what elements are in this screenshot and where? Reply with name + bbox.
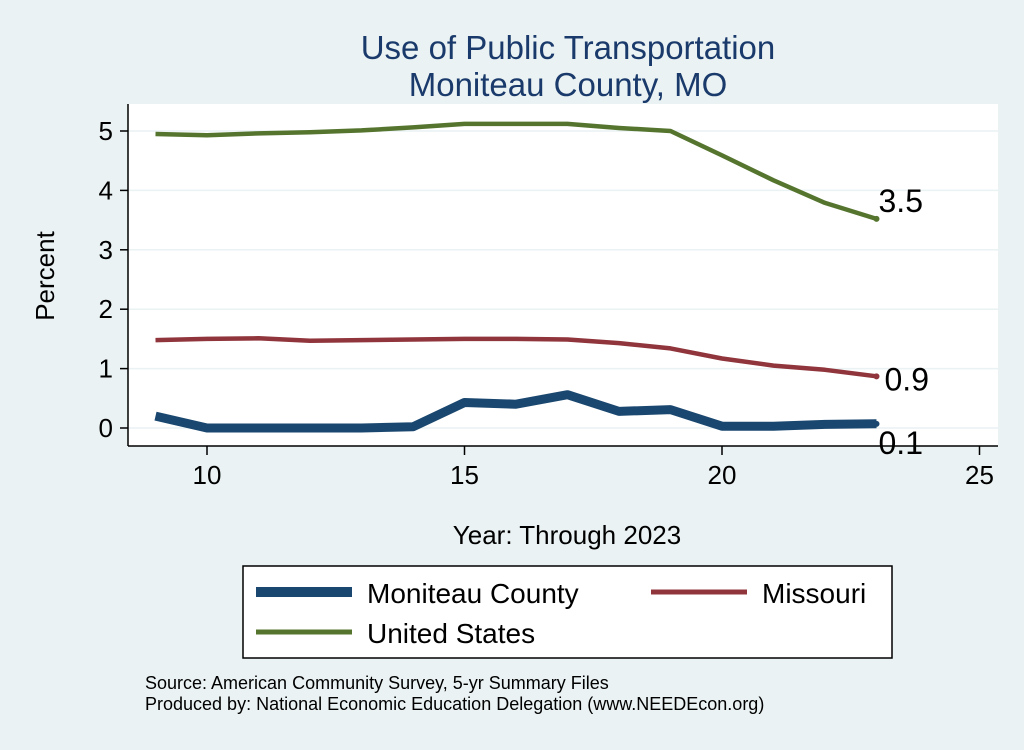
- series-line-missouri: [155, 336, 877, 379]
- legend-box: [242, 565, 893, 659]
- end-labels: 0.1 0.9 3.5: [879, 183, 929, 461]
- x-axis: 10 15 20 25: [128, 445, 998, 490]
- y-axis: 0 1 2 3 4 5: [99, 104, 129, 446]
- source-note: Source: American Community Survey, 5-yr …: [145, 673, 609, 693]
- y-tick-label-3: 3: [99, 235, 113, 265]
- series-line-united-states: [155, 121, 878, 222]
- y-tick-label-5: 5: [99, 116, 113, 146]
- x-tick-label-25: 25: [965, 460, 994, 490]
- series-end-point-missouri: [873, 373, 880, 380]
- series-line-moniteau-county: [154, 390, 877, 433]
- chart-subtitle: Moniteau County, MO: [409, 66, 728, 103]
- legend-label-united-states: United States: [367, 618, 535, 649]
- x-axis-label: Year: Through 2023: [453, 520, 681, 550]
- legend-label-moniteau-county: Moniteau County: [367, 578, 579, 609]
- end-label-united-states: 3.5: [879, 183, 923, 219]
- legend: Moniteau County Missouri United States: [242, 565, 893, 659]
- series-end-point-moniteau-county: [873, 420, 880, 427]
- produced-by-note: Produced by: National Economic Education…: [145, 694, 764, 714]
- x-tick-label-20: 20: [708, 460, 737, 490]
- chart-title: Use of Public Transportation: [361, 29, 776, 66]
- y-tick-label-0: 0: [99, 413, 113, 443]
- plot-area: [128, 104, 998, 446]
- series-end-point-united-states: [873, 215, 880, 222]
- y-tick-label-2: 2: [99, 294, 113, 324]
- end-label-missouri: 0.9: [885, 361, 929, 397]
- legend-label-missouri: Missouri: [762, 578, 866, 609]
- x-tick-label-15: 15: [450, 460, 479, 490]
- y-axis-label: Percent: [30, 230, 60, 320]
- end-label-moniteau-county: 0.1: [879, 425, 923, 461]
- series-lines: [154, 121, 880, 433]
- y-tick-label-1: 1: [99, 354, 113, 384]
- y-tick-label-4: 4: [99, 175, 113, 205]
- x-tick-label-10: 10: [193, 460, 222, 490]
